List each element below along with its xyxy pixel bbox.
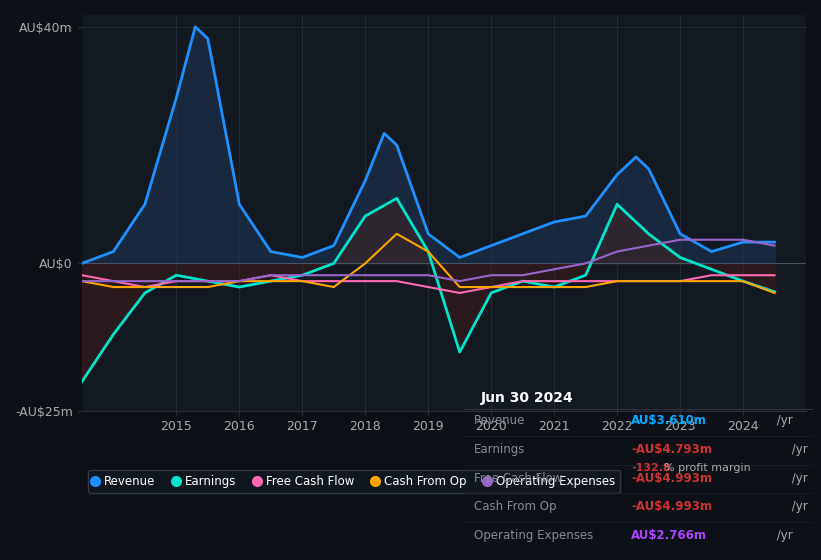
Text: /yr: /yr — [788, 501, 808, 514]
Legend: Revenue, Earnings, Free Cash Flow, Cash From Op, Operating Expenses: Revenue, Earnings, Free Cash Flow, Cash … — [88, 470, 620, 492]
Text: % profit margin: % profit margin — [664, 463, 751, 473]
Text: Jun 30 2024: Jun 30 2024 — [481, 391, 574, 405]
Text: Free Cash Flow: Free Cash Flow — [475, 472, 562, 485]
Text: -AU$4.993m: -AU$4.993m — [631, 501, 713, 514]
Text: AU$3.610m: AU$3.610m — [631, 414, 707, 427]
Text: AU$2.766m: AU$2.766m — [631, 529, 708, 542]
Text: /yr: /yr — [788, 443, 808, 456]
Text: -132.8: -132.8 — [631, 463, 671, 473]
Text: Revenue: Revenue — [475, 414, 525, 427]
Text: Cash From Op: Cash From Op — [475, 501, 557, 514]
Text: /yr: /yr — [773, 414, 792, 427]
Text: /yr: /yr — [773, 529, 792, 542]
Text: -AU$4.793m: -AU$4.793m — [631, 443, 713, 456]
Text: Operating Expenses: Operating Expenses — [475, 529, 594, 542]
Text: Earnings: Earnings — [475, 443, 525, 456]
Text: /yr: /yr — [788, 472, 808, 485]
Text: -AU$4.993m: -AU$4.993m — [631, 472, 713, 485]
